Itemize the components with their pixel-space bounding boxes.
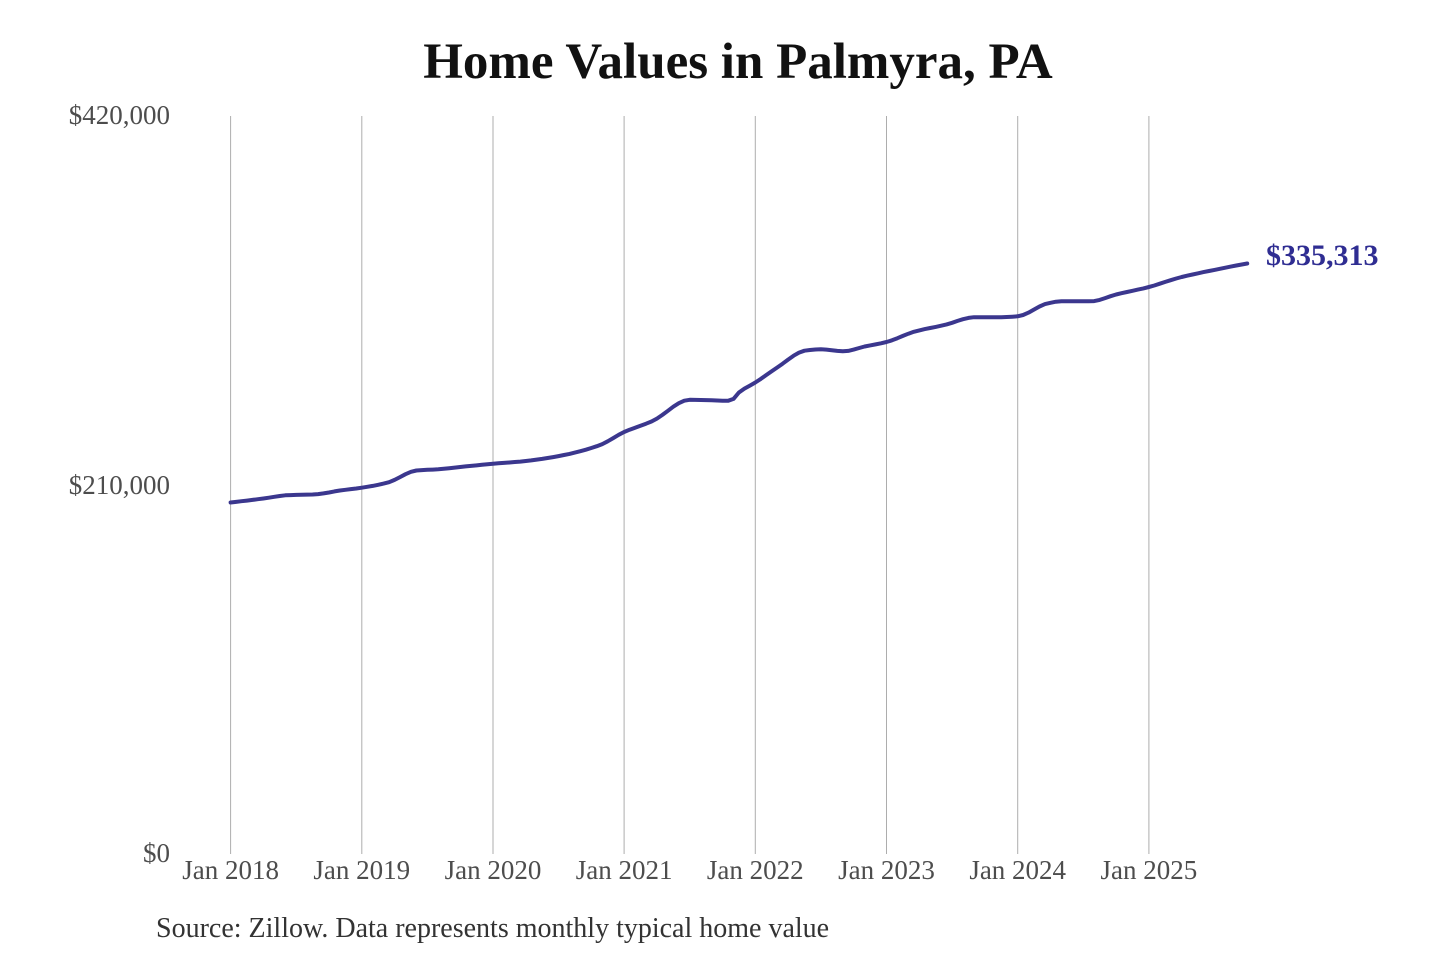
svg-text:Jan 2019: Jan 2019: [313, 855, 410, 885]
svg-text:$335,313: $335,313: [1266, 239, 1379, 272]
svg-text:$420,000: $420,000: [69, 100, 170, 130]
svg-text:Jan 2024: Jan 2024: [969, 855, 1066, 885]
svg-text:Source: Zillow. Data represent: Source: Zillow. Data represents monthly …: [156, 913, 829, 944]
svg-text:$210,000: $210,000: [69, 470, 170, 500]
svg-text:Home Values in Palmyra, PA: Home Values in Palmyra, PA: [423, 34, 1053, 90]
svg-text:Jan 2022: Jan 2022: [707, 855, 804, 885]
svg-text:Jan 2021: Jan 2021: [576, 855, 673, 885]
svg-text:Jan 2018: Jan 2018: [182, 855, 279, 885]
svg-text:Jan 2020: Jan 2020: [445, 855, 542, 885]
svg-text:$0: $0: [143, 838, 170, 868]
svg-text:Jan 2025: Jan 2025: [1101, 855, 1198, 885]
svg-text:Jan 2023: Jan 2023: [838, 855, 935, 885]
